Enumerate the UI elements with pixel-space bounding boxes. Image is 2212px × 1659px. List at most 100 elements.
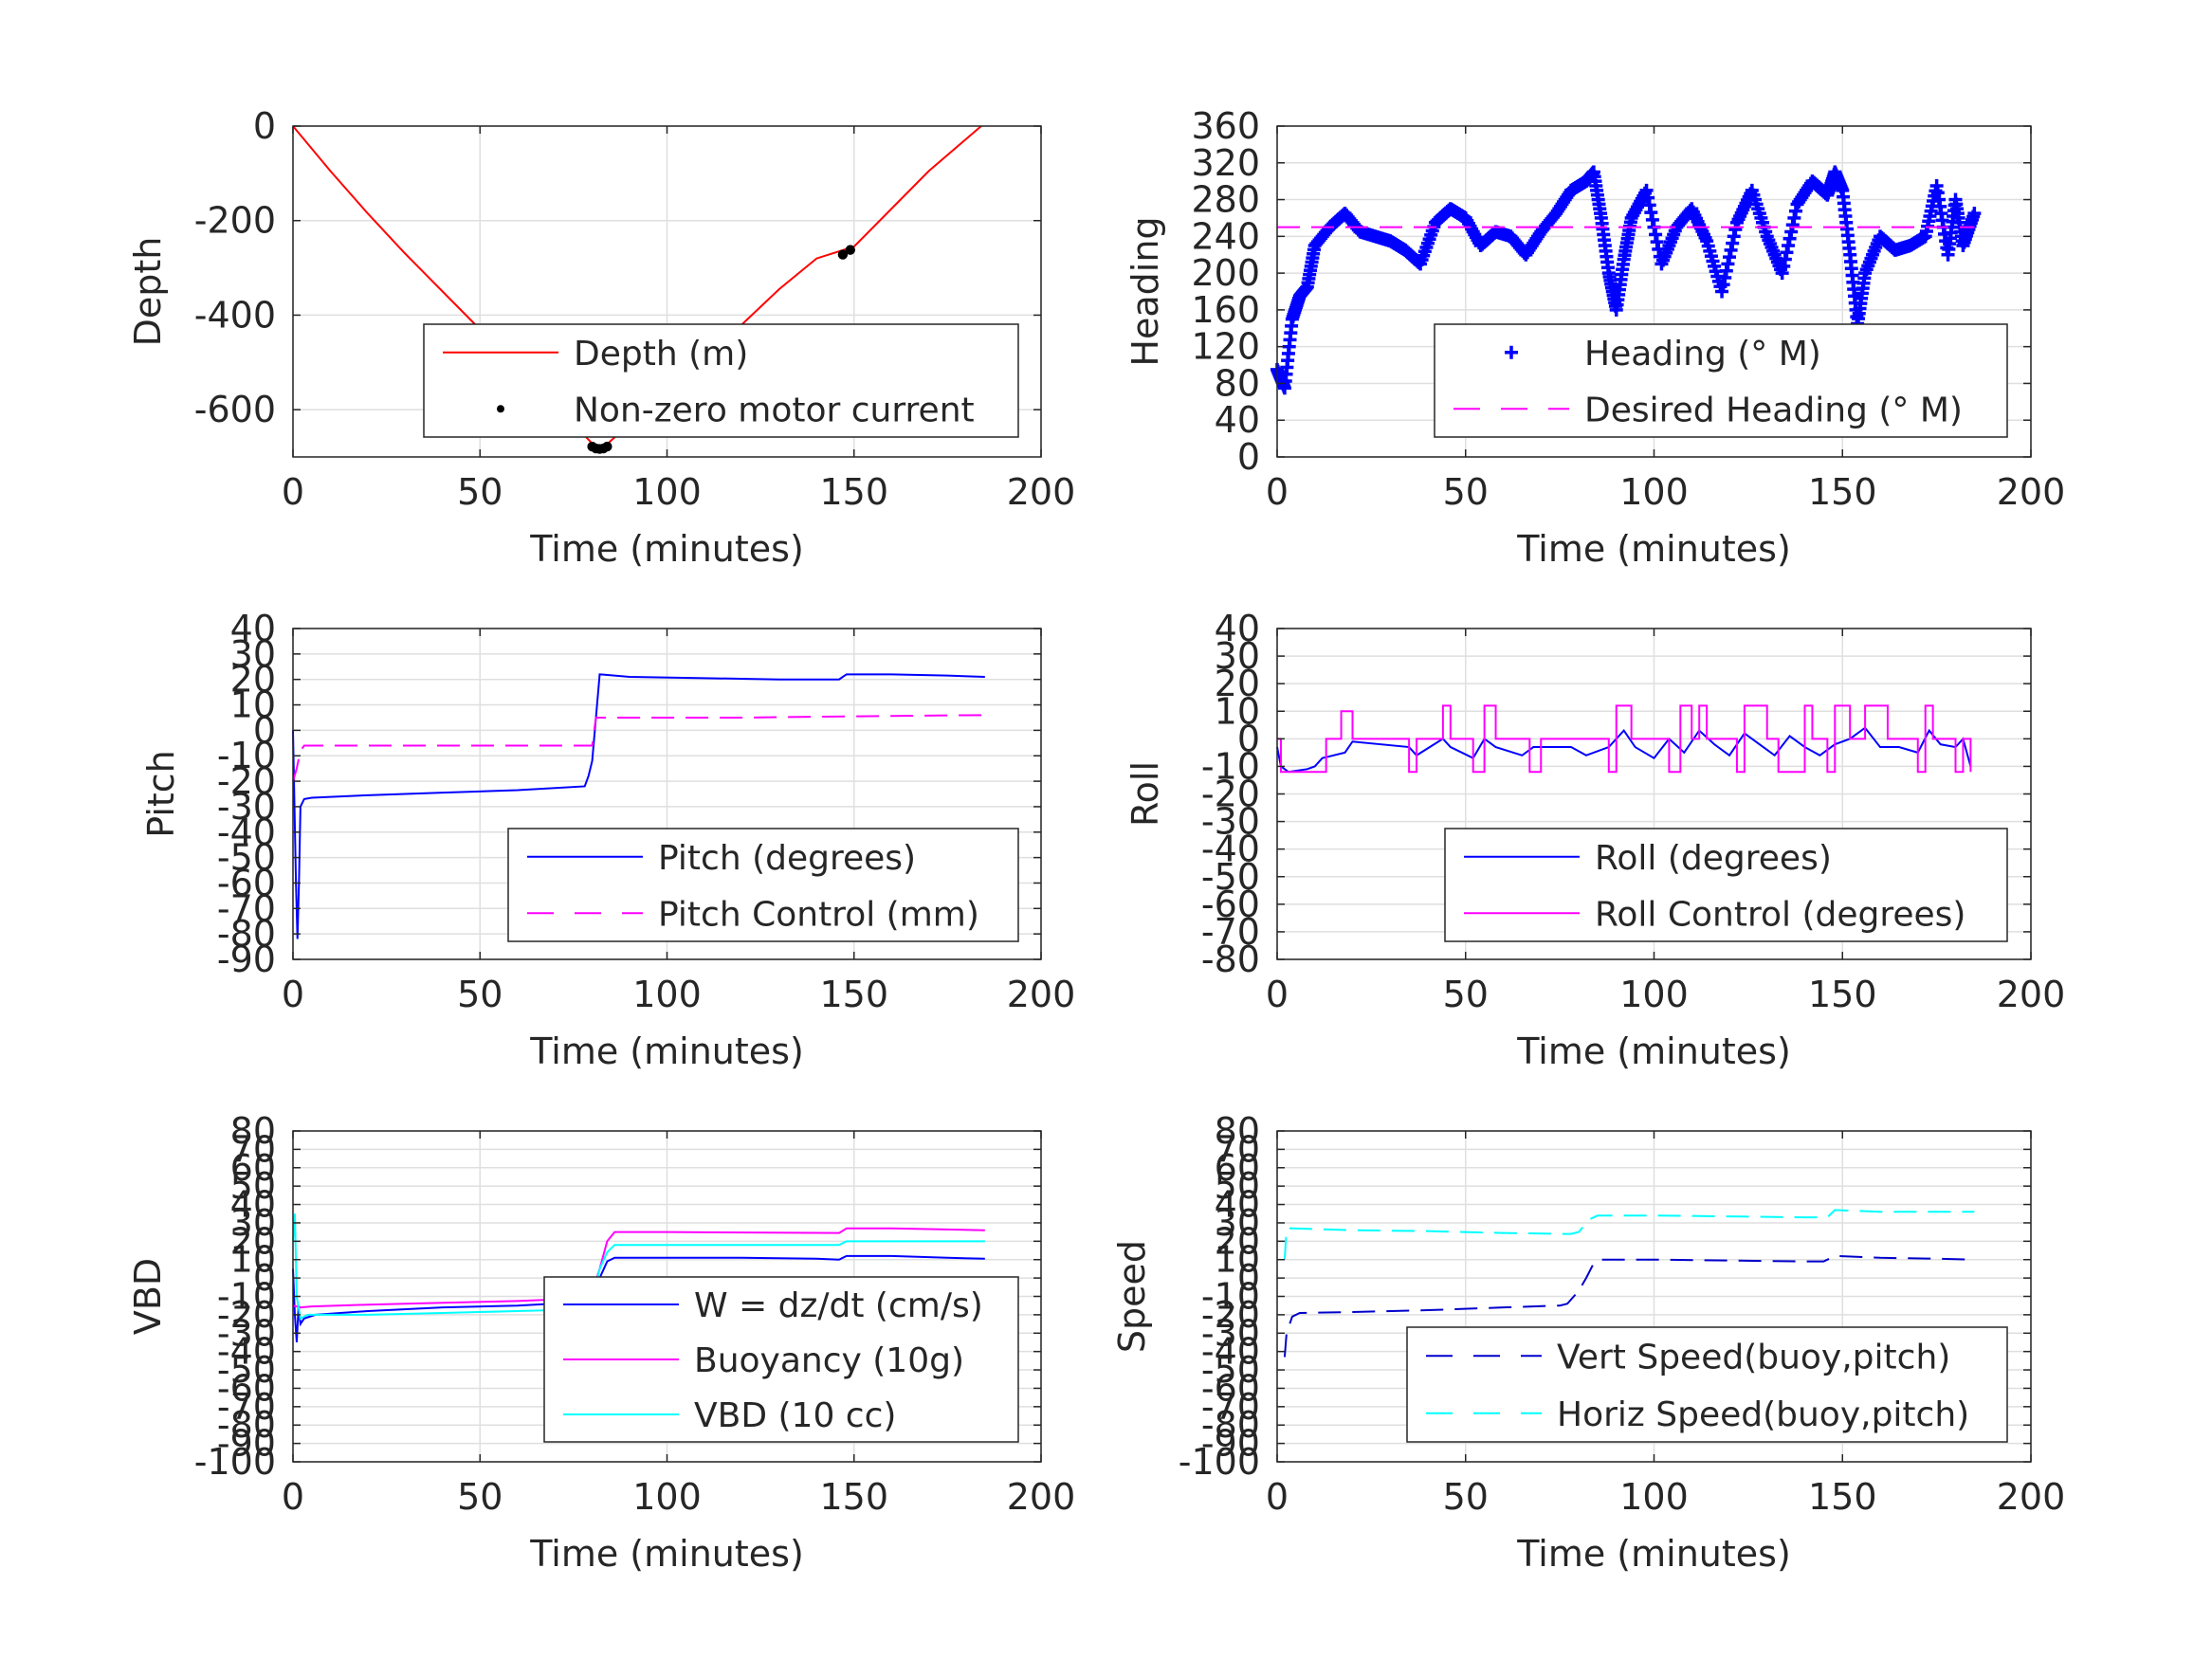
legend-label-pitch-control: Pitch Control (mm) (658, 895, 979, 934)
y-tick-label: -20 (1201, 774, 1260, 815)
y-tick-label: 80 (1215, 362, 1260, 404)
plot-layer-speed: 0 50 100 150 200-100-90-80-70-60-50-40-30-20… (1179, 1110, 2066, 1518)
legend-depth: Depth (m) Non-zero motor current (423, 323, 1019, 438)
x-tick-label: 200 (1007, 1476, 1076, 1518)
y-tick-label: 50 (230, 1165, 276, 1207)
legend-heading: Heading (° M) Desired Heading (° M) (1434, 323, 2008, 438)
x-tick-label: 150 (819, 1476, 888, 1518)
data-point (845, 245, 856, 255)
xlabel-vbd: Time (minutes) (529, 1533, 804, 1575)
x-tick-label: 50 (1443, 471, 1489, 513)
subplot-pitch: 0 50 100 150 200403020100-10-20-30-40-50-60-… (140, 608, 1075, 1072)
x-tick-label: 50 (457, 471, 503, 513)
x-tick-label: 100 (632, 974, 702, 1015)
ticks-depth: 0 50 100 150 200 0 -200 -400 -600 (194, 105, 1076, 513)
data-point (1967, 207, 1982, 221)
plot-layer-roll: 0 50 100 150 200403020100-10-20-30-40-50-60-… (1201, 608, 2065, 1015)
y-tick-label: 240 (1191, 215, 1260, 257)
ylabel-pitch: Pitch (140, 750, 182, 838)
legend-label-roll: Roll (degrees) (1595, 839, 1832, 878)
x-tick-label: 200 (1997, 974, 2066, 1015)
legend-label-horiz-speed: Horiz Speed(buoy,pitch) (1557, 1395, 1969, 1434)
ylabel-depth: Depth (127, 237, 169, 347)
y-tick-label: -50 (217, 837, 276, 879)
x-tick-label: 0 (282, 974, 304, 1015)
series-speed-0 (1283, 1254, 1975, 1358)
ticks-vbd: 0 50 100 150 200-100-90-80-70-60-50-40-30-20… (194, 1110, 1076, 1518)
y-tick-label: 30 (1215, 1202, 1260, 1244)
y-tick-label: -40 (1201, 1331, 1260, 1373)
y-tick-label: 120 (1191, 326, 1260, 368)
y-tick-label: -70 (217, 887, 276, 929)
legend-label-depth-m: Depth (m) (574, 335, 748, 374)
y-tick-label: 280 (1191, 179, 1260, 221)
legend-marker (497, 405, 504, 413)
legend-box (1434, 323, 2008, 438)
y-tick-label: -30 (217, 786, 276, 828)
x-tick-label: 200 (1997, 471, 2066, 513)
y-tick-label: 30 (230, 1202, 276, 1244)
ticks-speed: 0 50 100 150 200-100-90-80-70-60-50-40-30-20… (1179, 1110, 2066, 1518)
y-tick-label: 0 (1237, 1257, 1260, 1299)
y-tick-label: 0 (253, 1257, 276, 1299)
x-tick-label: 100 (1619, 471, 1689, 513)
y-tick-label: -10 (1201, 1276, 1260, 1318)
y-tick-label: 160 (1191, 289, 1260, 331)
legend-marker (1505, 345, 1518, 359)
y-tick-label: 30 (1215, 635, 1260, 677)
legend-label-w: W = dz/dt (cm/s) (694, 1286, 983, 1325)
ylabel-heading: Heading (1124, 216, 1166, 366)
ylabel-vbd: VBD (127, 1258, 169, 1335)
y-tick-label: 60 (230, 1147, 276, 1189)
legend-speed: Vert Speed(buoy,pitch) Horiz Speed(buoy,… (1406, 1326, 2008, 1443)
data-point (837, 249, 849, 260)
y-tick-label: 80 (1215, 1110, 1260, 1152)
y-tick-label: 30 (230, 633, 276, 675)
y-tick-label: 10 (230, 684, 276, 726)
x-tick-label: 100 (1619, 1476, 1689, 1518)
y-tick-label: -600 (194, 389, 276, 430)
x-tick-label: 150 (1808, 1476, 1877, 1518)
y-tick-label: 40 (230, 1184, 276, 1226)
series-pitch-1 (292, 714, 985, 782)
y-tick-label: 60 (1215, 1147, 1260, 1189)
y-tick-label: 320 (1191, 142, 1260, 184)
y-tick-label: -100 (1179, 1441, 1260, 1483)
subplot-speed: 0 50 100 150 200-100-90-80-70-60-50-40-30-20… (1111, 1110, 2065, 1575)
legend-box (423, 323, 1019, 438)
series-layer-depth (292, 125, 982, 454)
series-layer-speed (1283, 1209, 1975, 1358)
y-tick-label: -60 (1201, 1367, 1260, 1409)
y-tick-label: -40 (217, 811, 276, 853)
y-tick-label: -40 (217, 1331, 276, 1373)
y-tick-label: 0 (1237, 436, 1260, 478)
x-tick-label: 50 (457, 1476, 503, 1518)
y-tick-label: 70 (230, 1128, 276, 1170)
y-tick-label: -50 (1201, 856, 1260, 898)
y-tick-label: -10 (217, 735, 276, 776)
ticks-roll: 0 50 100 150 200403020100-10-20-30-40-50-60-… (1201, 608, 2065, 1015)
y-tick-label: -400 (194, 294, 276, 336)
y-tick-label: 50 (1215, 1165, 1260, 1207)
x-tick-label: 200 (1007, 974, 1076, 1015)
x-tick-label: 200 (1997, 1476, 2066, 1518)
x-tick-label: 150 (819, 974, 888, 1015)
y-tick-label: -60 (1201, 884, 1260, 925)
y-tick-label: -80 (217, 1404, 276, 1446)
y-tick-label: -30 (217, 1312, 276, 1354)
subplot-depth: 0 50 100 150 200 0 -200 -400 -600 Depth Time (mi… (127, 105, 1075, 570)
x-tick-label: 150 (1808, 471, 1877, 513)
xlabel-roll: Time (minutes) (1516, 1030, 1791, 1072)
y-tick-label: -20 (217, 1294, 276, 1336)
legend-label-desired-heading: Desired Heading (° M) (1584, 391, 1963, 429)
y-tick-label: -50 (1201, 1349, 1260, 1391)
legend-label-heading: Heading (° M) (1584, 335, 1821, 374)
y-tick-label: -60 (217, 1367, 276, 1409)
legend-label-roll-control: Roll Control (degrees) (1595, 895, 1965, 934)
y-tick-label: -10 (217, 1276, 276, 1318)
y-tick-label: -30 (1201, 1312, 1260, 1354)
y-tick-label: -50 (217, 1349, 276, 1391)
